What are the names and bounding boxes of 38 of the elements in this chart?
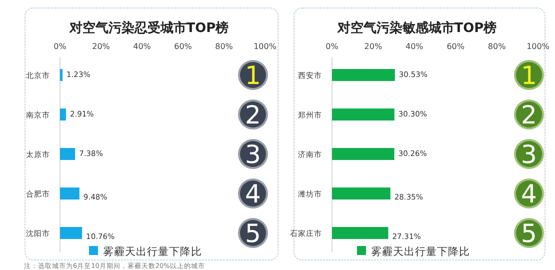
chart-title: 对空气污染忍受城市TOP榜 <box>68 20 229 36</box>
annotation: 4 <box>521 180 537 208</box>
bar <box>332 69 395 81</box>
annotation: 4 <box>245 180 261 208</box>
bar <box>332 108 394 120</box>
annotation: 2 <box>521 100 537 130</box>
x-tick-label: 20% <box>364 42 382 51</box>
bar <box>332 188 390 200</box>
annotation: 2 <box>245 100 261 130</box>
bar <box>332 148 394 160</box>
x-tick-label: 60% <box>174 42 192 51</box>
x-tick-label: 0% <box>326 42 339 51</box>
x-tick-label: 100% <box>526 42 550 51</box>
bar <box>60 108 66 120</box>
bar <box>60 227 82 239</box>
legend: 雾霾天出行量下降比 <box>357 246 470 258</box>
bar <box>60 148 76 160</box>
x-tick-label: 80% <box>215 42 234 51</box>
x-tick-label: 40% <box>133 42 152 51</box>
x-tick-label: 40% <box>406 42 424 51</box>
annotation: 3 <box>245 140 261 169</box>
annotation: 1 <box>521 61 537 90</box>
legend: 雾霾天出行量下降比 <box>89 246 202 258</box>
bar <box>332 227 388 239</box>
x-tick-label: 80% <box>488 42 506 51</box>
bar <box>60 69 63 81</box>
legend-label: 雾霾天出行量下降比 <box>371 245 470 258</box>
x-tick-label: 100% <box>254 42 277 51</box>
annotation: 5 <box>245 219 261 248</box>
bar <box>60 188 80 200</box>
annotation: 3 <box>521 140 537 169</box>
chart-title: 对空气污染敏感城市TOP榜 <box>336 20 497 36</box>
x-tick-label: 0% <box>54 42 67 51</box>
annotation: 5 <box>521 219 537 248</box>
annotation: 1 <box>245 61 261 90</box>
legend-label: 雾霾天出行量下降比 <box>103 245 202 258</box>
x-tick-label: 20% <box>92 42 110 51</box>
x-tick-label: 60% <box>446 42 465 51</box>
